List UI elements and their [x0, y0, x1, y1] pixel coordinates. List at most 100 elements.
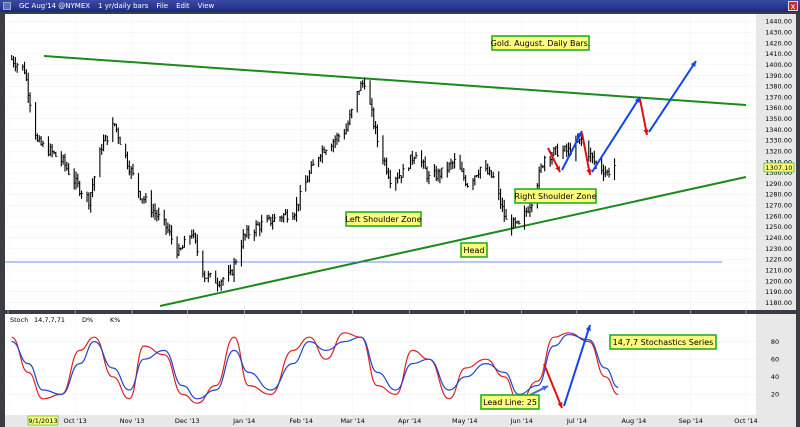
lead-line-pointer-head	[542, 386, 548, 391]
price-tick-label: 1270.00	[765, 202, 792, 210]
price-tick-label: 1400.00	[765, 61, 792, 69]
down-arrow	[639, 98, 648, 136]
date-tick-label: Mar '14	[340, 417, 364, 425]
price-tick-label: 1210.00	[765, 266, 792, 274]
stoch-axis	[756, 314, 796, 415]
down-arrow-head	[586, 169, 592, 175]
price-tick-label: 1370.00	[765, 93, 792, 101]
price-tick-label: 1320.00	[765, 147, 792, 155]
up-arrow	[648, 60, 697, 133]
stoch-down-arrow	[543, 363, 563, 409]
up-arrow-head	[577, 131, 582, 137]
annotation-lead-line-text: Lead Line: 25	[483, 398, 537, 407]
stoch-legend-params[interactable]: 14,7,7,71	[34, 316, 65, 324]
stoch-tick-label: 40	[771, 373, 779, 381]
date-tick-label: Feb '14	[289, 417, 313, 425]
interval-selector[interactable]: 1 yr/daily bars	[98, 2, 149, 10]
annotation-stoch-series-box	[609, 334, 717, 350]
date-tick-label: Sep '14	[679, 417, 703, 425]
date-tick-label: Apr '14	[398, 417, 421, 425]
chart-window-icon	[3, 2, 11, 10]
date-tick-label: Oct '14	[734, 417, 757, 425]
down-arrow-head	[555, 166, 560, 172]
price-tick-label: 1340.00	[765, 126, 792, 134]
price-tick-labels: 1180.00 1190.00 1200.00 1210.00 1220.00 1230.…	[765, 18, 792, 307]
stoch-legend-d[interactable]: D%	[82, 316, 93, 324]
annotation-stoch-series-text: 14,7,7 Stochastics Series	[613, 338, 714, 347]
price-tick-label: 1430.00	[765, 29, 792, 37]
stoch-tick-labels: 20 40 60 80	[771, 338, 779, 399]
date-tick-label: Aug '14	[621, 417, 646, 425]
date-tick-label: Jul '14	[566, 417, 587, 425]
price-tick-label: 1200.00	[765, 277, 792, 285]
annotation-right-shoulder: Right Shoulder Zone	[514, 188, 597, 204]
price-tick-label: 1310.00	[765, 158, 792, 166]
price-tick-label: 1230.00	[765, 245, 792, 253]
annotation-title-text: Gold. August. Daily Bars.	[491, 39, 591, 48]
menu-view[interactable]: View	[197, 2, 215, 10]
last-price-tag	[763, 162, 795, 173]
last-price-label: 1307.10	[766, 164, 793, 172]
price-tick-label: 1190.00	[765, 288, 792, 296]
symbol-title[interactable]: GC Aug'14 @NYMEX	[19, 2, 91, 10]
date-tick-label: Nov '13	[120, 417, 145, 425]
price-tick-label: 1180.00	[765, 299, 792, 307]
annotation-left-shoulder-box	[345, 211, 422, 227]
price-tick-label: 1350.00	[765, 115, 792, 123]
price-tick-label: 1440.00	[765, 18, 792, 26]
price-axis	[756, 14, 796, 310]
stoch-panel	[5, 314, 756, 415]
annotation-title: Gold. August. Daily Bars.	[491, 35, 591, 51]
annotation-left-shoulder: Left Shoulder Zone	[345, 211, 422, 227]
stoch-legend-k[interactable]: K%	[110, 316, 120, 324]
up-arrow-head	[634, 97, 640, 103]
price-bars	[11, 55, 617, 292]
date-tick-label: Oct '13	[63, 417, 86, 425]
annotation-right-shoulder-text: Right Shoulder Zone	[514, 192, 596, 201]
price-tick-label: 1420.00	[765, 39, 792, 47]
menu-file[interactable]: File	[156, 2, 169, 10]
stoch-up-arrow	[563, 324, 591, 407]
price-tick-label: 1250.00	[765, 223, 792, 231]
menu-edit[interactable]: Edit	[176, 2, 190, 10]
stoch-tick-label: 60	[771, 356, 779, 364]
price-tick-label: 1390.00	[765, 72, 792, 80]
annotation-head-box	[460, 242, 488, 258]
stoch-legend-name[interactable]: Stoch	[10, 316, 28, 324]
date-axis	[5, 415, 796, 427]
annotation-right-shoulder-box	[514, 188, 597, 204]
stoch-down-arrow-head	[557, 402, 563, 408]
date-tick-label: Jun '14	[510, 417, 533, 425]
date-tick-label: May '14	[452, 417, 478, 425]
up-arrow	[591, 96, 641, 173]
date-tick-label: Dec '13	[175, 417, 200, 425]
stoch-tick-label: 20	[771, 391, 779, 399]
upper-trendline	[43, 55, 747, 106]
lower-trendline	[159, 176, 747, 307]
up-arrow	[561, 130, 583, 171]
annotation-head-text: Head	[464, 246, 485, 255]
annotation-left-shoulder-text: Left Shoulder Zone	[345, 215, 421, 224]
price-tick-label: 1410.00	[765, 50, 792, 58]
price-tick-label: 1260.00	[765, 212, 792, 220]
annotation-title-box	[491, 35, 590, 51]
chart-area: 1180.00 1190.00 1200.00 1210.00 1220.00 1230.…	[0, 12, 800, 427]
price-tick-label: 1220.00	[765, 256, 792, 264]
window-titlebar: GC Aug'14 @NYMEX 1 yr/daily bars File Ed…	[0, 0, 800, 12]
annotation-lead-line: Lead Line: 25	[480, 394, 540, 410]
stoch-up-arrow-head	[585, 325, 591, 331]
date-tick-labels: 9/1/2013 Oct '13 Nov '13 Dec '13 Jan '14 Feb …	[27, 415, 758, 426]
down-arrow	[581, 132, 591, 176]
price-tick-label: 1290.00	[765, 180, 792, 188]
price-tick-label: 1240.00	[765, 234, 792, 242]
price-projection-arrows	[547, 60, 697, 176]
stoch-tick-label: 80	[771, 338, 779, 346]
annotation-head: Head	[460, 242, 488, 258]
price-tick-label: 1280.00	[765, 191, 792, 199]
price-tick-label: 1360.00	[765, 104, 792, 112]
date-tick-label: 9/1/2013	[28, 417, 57, 425]
price-tick-label: 1330.00	[765, 137, 792, 145]
up-arrow-head	[690, 61, 696, 67]
down-arrow-head	[643, 129, 649, 135]
close-icon[interactable]: x	[788, 1, 798, 11]
